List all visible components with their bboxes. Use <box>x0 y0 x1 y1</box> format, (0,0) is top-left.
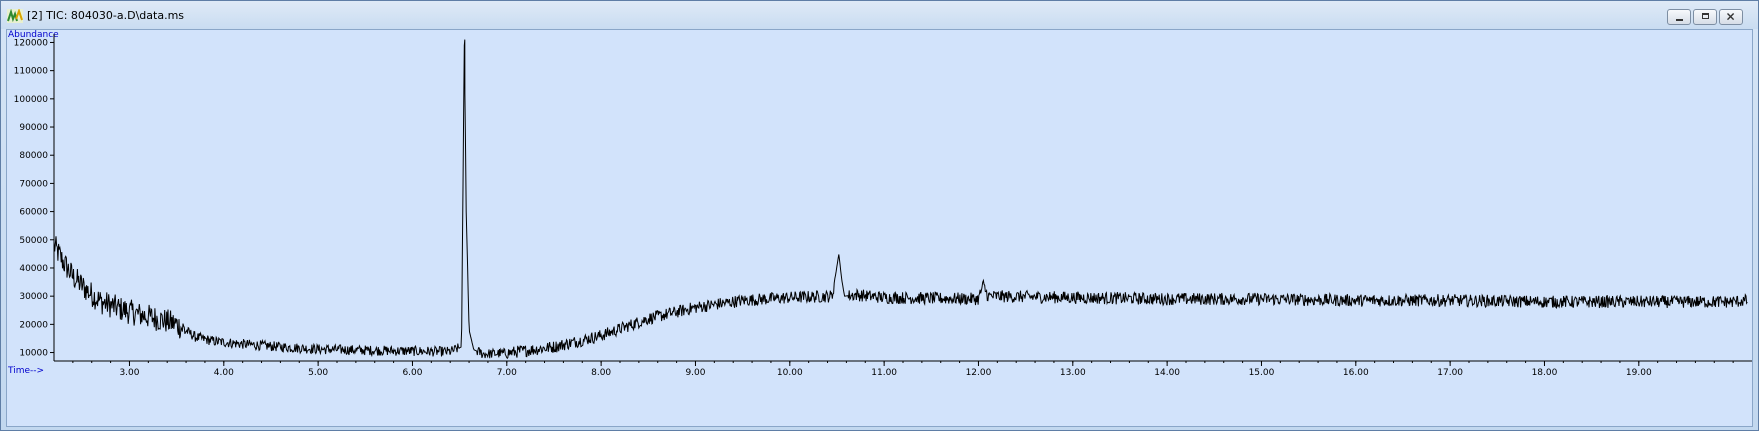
x-tick-label: 18.00 <box>1532 368 1558 378</box>
minimize-button[interactable] <box>1667 9 1691 25</box>
x-tick-label: 12.00 <box>966 368 992 378</box>
restore-button[interactable] <box>1693 9 1717 25</box>
x-tick-label: 4.00 <box>214 368 234 378</box>
y-tick-label: 20000 <box>19 320 48 330</box>
y-axis-label: Abundance <box>8 30 59 40</box>
x-tick-label: 5.00 <box>308 368 328 378</box>
title-bar[interactable]: [2] TIC: 804030-a.D\data.ms <box>1 1 1758 29</box>
x-tick-label: 16.00 <box>1343 368 1369 378</box>
x-tick-label: 10.00 <box>777 368 803 378</box>
y-tick-label: 10000 <box>19 349 48 359</box>
y-tick-label: 80000 <box>19 151 48 161</box>
x-tick-label: 8.00 <box>591 368 611 378</box>
minimize-icon <box>1676 19 1683 21</box>
y-tick-label: 50000 <box>19 236 48 246</box>
x-tick-label: 3.00 <box>119 368 139 378</box>
y-tick-label: 90000 <box>19 123 48 133</box>
x-tick-label: 6.00 <box>402 368 422 378</box>
y-tick-label: 70000 <box>19 179 48 189</box>
y-tick-label: 60000 <box>19 208 48 218</box>
y-tick-label: 40000 <box>19 264 48 274</box>
x-tick-label: 13.00 <box>1060 368 1086 378</box>
y-tick-label: 120000 <box>14 38 49 48</box>
y-tick-label: 110000 <box>14 67 49 77</box>
x-tick-label: 7.00 <box>497 368 517 378</box>
x-tick-label: 14.00 <box>1154 368 1180 378</box>
x-tick-label: 19.00 <box>1626 368 1652 378</box>
tic-trace-line <box>53 39 1748 360</box>
window-title: [2] TIC: 804030-a.D\data.ms <box>27 9 185 22</box>
restore-icon <box>1702 13 1709 19</box>
y-tick-label: 30000 <box>19 292 48 302</box>
x-axis-label: Time--> <box>7 366 44 376</box>
y-tick-label: 100000 <box>14 95 49 105</box>
tic-chromatogram-chart: Abundance Time--> 10000 20000 30000 40000 50… <box>7 30 1752 378</box>
close-icon <box>1727 13 1735 21</box>
plot-area[interactable]: Abundance Time--> 10000 20000 30000 40000 50… <box>6 29 1753 427</box>
x-tick-label: 17.00 <box>1437 368 1463 378</box>
chromatogram-icon <box>7 9 23 23</box>
x-tick-label: 11.00 <box>871 368 897 378</box>
close-button[interactable] <box>1719 9 1743 25</box>
x-tick-label: 15.00 <box>1249 368 1275 378</box>
x-tick-label: 9.00 <box>685 368 705 378</box>
